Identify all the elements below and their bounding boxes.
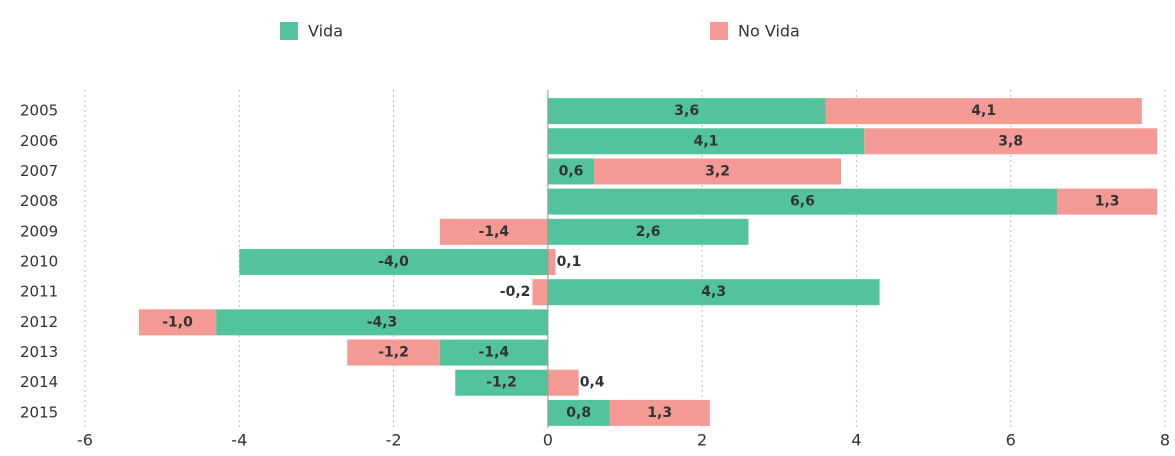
x-tick-label: 2: [697, 431, 707, 450]
value-label: -1,4: [479, 345, 510, 361]
value-label: 2,6: [636, 224, 661, 240]
y-tick-label: 2007: [20, 162, 58, 180]
x-tick-label: -4: [231, 431, 247, 450]
bar: [455, 369, 548, 396]
value-label: -1,0: [162, 314, 193, 330]
bar: [547, 369, 579, 396]
y-tick-label: 2006: [20, 132, 58, 150]
y-tick-label: 2008: [20, 192, 58, 210]
value-label: 0,4: [580, 375, 605, 391]
bar: [139, 309, 217, 336]
y-tick-label: 2010: [20, 253, 58, 271]
value-label: 4,3: [701, 284, 726, 300]
y-tick-label: 2011: [20, 283, 58, 301]
x-tick-label: -6: [77, 431, 93, 450]
bar: [547, 218, 749, 245]
legend-swatch: [710, 22, 728, 40]
value-label: 6,6: [790, 194, 815, 210]
y-tick-label: 2015: [20, 403, 58, 421]
legend-label: No Vida: [738, 22, 800, 41]
x-tick-label: 8: [1160, 431, 1170, 450]
value-label: -4,0: [378, 254, 409, 270]
value-label: 1,3: [647, 405, 672, 421]
legend-swatch: [280, 22, 298, 40]
bar: [532, 279, 548, 306]
x-tick-label: -2: [386, 431, 402, 450]
bar: [547, 399, 610, 426]
bar: [547, 188, 1057, 215]
y-tick-label: 2005: [20, 102, 58, 120]
bar: [594, 158, 841, 185]
value-label: 3,8: [998, 133, 1023, 149]
value-label: -0,2: [500, 284, 531, 300]
x-tick-label: 6: [1006, 431, 1016, 450]
value-label: 4,1: [694, 133, 719, 149]
bar: [439, 218, 548, 245]
bar: [547, 249, 556, 275]
legend-label: Vida: [308, 22, 343, 41]
bar: [547, 158, 595, 185]
value-label: -4,3: [367, 314, 398, 330]
y-tick-label: 2012: [20, 313, 58, 331]
value-label: -1,2: [486, 375, 517, 391]
value-label: 1,3: [1095, 194, 1120, 210]
bar: [439, 339, 548, 366]
bar: [216, 309, 548, 336]
y-tick-label: 2014: [20, 373, 58, 391]
value-label: 3,6: [674, 103, 699, 119]
bar: [547, 128, 865, 155]
y-tick-label: 2009: [20, 222, 58, 240]
x-tick-label: 4: [851, 431, 861, 450]
bar: [609, 399, 710, 426]
value-label: 0,1: [557, 254, 582, 270]
bar: [1057, 188, 1158, 215]
bar: [864, 128, 1158, 155]
value-label: 0,6: [559, 163, 584, 179]
value-label: -1,2: [378, 345, 409, 361]
value-label: 3,2: [705, 163, 730, 179]
value-label: 4,1: [971, 103, 996, 119]
bar: [547, 279, 880, 306]
value-label: 0,8: [566, 405, 591, 421]
x-tick-label: 0: [543, 431, 553, 450]
value-label: -1,4: [479, 224, 510, 240]
y-tick-label: 2013: [20, 343, 58, 361]
bar: [239, 249, 548, 275]
bar: [825, 98, 1142, 125]
bar: [347, 339, 440, 366]
bar: [547, 98, 826, 125]
